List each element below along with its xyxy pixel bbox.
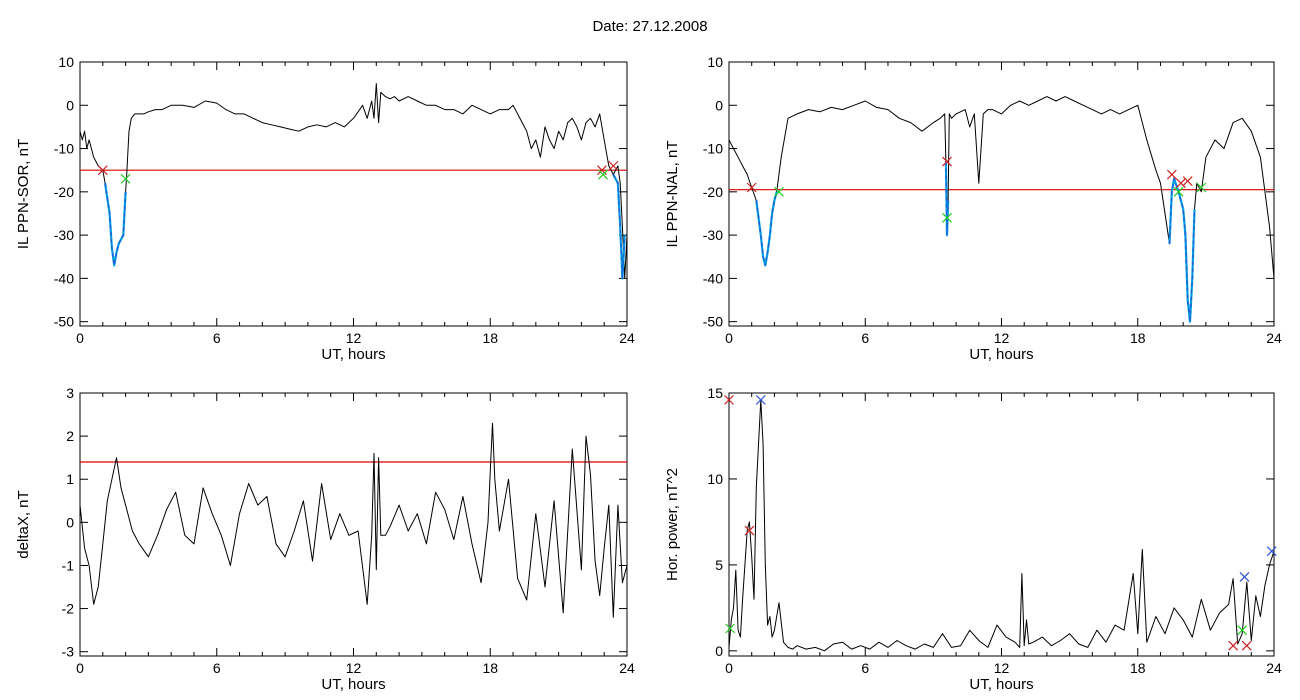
- y-axis-label: deltaX, nT: [15, 490, 32, 558]
- y-tick-label: -50: [54, 314, 74, 330]
- panel-il-ppn-nal: 0 6 12 18 24 -50 -40 -30 -20 -10 0 10 UT, hours IL PP…: [664, 54, 1282, 363]
- y-axis-label: IL PPN-SOR, nT: [15, 139, 32, 249]
- y-tick-label: -20: [703, 184, 723, 200]
- x-tick-label: 12: [994, 330, 1010, 346]
- y-tick-label: 1: [66, 471, 74, 487]
- y-tick-label: 10: [58, 54, 74, 70]
- plot-frame: [79, 392, 628, 657]
- x-tick-label: 0: [725, 660, 733, 676]
- x-tick-label: 6: [213, 330, 221, 346]
- y-tick-label: 0: [715, 97, 723, 113]
- event-marker: [746, 182, 757, 193]
- x-tick-label: 18: [482, 660, 498, 676]
- event-marker: [1175, 178, 1186, 189]
- x-tick-label: 18: [1130, 660, 1146, 676]
- event-marker: [942, 212, 952, 223]
- event-marker: [1196, 182, 1207, 193]
- y-axis-label: IL PPN-NAL, nT: [664, 141, 681, 248]
- event-marker: [725, 623, 736, 634]
- event-marker: [1228, 640, 1239, 651]
- highlight-segment: [104, 183, 127, 267]
- x-axis-label: UT, hours: [321, 346, 385, 363]
- event-marker: [774, 186, 784, 197]
- panel-il-ppn-sor: 0 6 12 18 24 -50 -40 -30 -20 -10 0 10 UT, hours IL PP…: [15, 54, 635, 363]
- x-tick-label: 0: [76, 330, 84, 346]
- x-tick-label: 12: [994, 660, 1010, 676]
- panel-hor-power: 0 6 12 18 24 0 5 10 15 UT, hours Hor. power, nT^2: [664, 385, 1282, 693]
- series-line: [80, 422, 627, 618]
- y-axis-label: Hor. power, nT^2: [664, 468, 681, 581]
- x-tick-label: 24: [619, 330, 635, 346]
- x-tick-label: 6: [861, 330, 869, 346]
- y-tick-label: 0: [66, 514, 74, 530]
- x-tick-label: 18: [482, 330, 498, 346]
- y-tick-label: -2: [62, 601, 75, 617]
- highlight-segment-dash: [1168, 176, 1196, 322]
- y-tick-label: 3: [66, 385, 74, 401]
- series-line: [729, 399, 1274, 652]
- x-tick-label: 12: [346, 330, 362, 346]
- event-marker: [97, 165, 108, 176]
- highlight-segment-dash: [612, 174, 626, 279]
- event-marker: [942, 156, 952, 167]
- y-tick-label: -1: [62, 557, 75, 573]
- event-marker: [1241, 640, 1252, 651]
- x-tick-label: 24: [1266, 660, 1282, 676]
- figure-title: Date: 27.12.2008: [592, 18, 708, 35]
- event-marker: [1237, 625, 1248, 636]
- x-axis-label: UT, hours: [321, 676, 385, 693]
- event-marker: [1239, 572, 1250, 582]
- y-tick-label: 2: [66, 428, 74, 444]
- event-marker: [1166, 169, 1177, 180]
- x-tick-label: 6: [213, 660, 221, 676]
- event-marker: [1173, 186, 1184, 197]
- x-tick-label: 0: [76, 660, 84, 676]
- event-marker: [1266, 546, 1277, 557]
- x-tick-label: 6: [861, 660, 869, 676]
- plot-frame: [728, 392, 1275, 657]
- highlight-segment-dash: [945, 161, 949, 236]
- x-tick-label: 18: [1130, 330, 1146, 346]
- plot-frame: [79, 61, 628, 327]
- highlight-segment-dash: [104, 183, 127, 266]
- y-tick-label: 5: [715, 557, 723, 573]
- y-tick-label: 15: [707, 385, 723, 401]
- y-tick-label: 10: [707, 471, 723, 487]
- y-tick-label: 0: [66, 97, 74, 113]
- x-tick-label: 24: [1266, 330, 1282, 346]
- event-marker: [598, 169, 608, 180]
- x-axis-label: UT, hours: [969, 676, 1033, 693]
- event-marker: [1182, 176, 1193, 186]
- y-tick-label: -10: [703, 141, 723, 157]
- event-marker: [744, 525, 755, 536]
- event-marker: [608, 160, 619, 171]
- y-tick-label: 0: [715, 643, 723, 659]
- x-tick-label: 0: [725, 330, 733, 346]
- event-marker: [120, 173, 131, 184]
- y-tick-label: -30: [703, 227, 723, 243]
- series-line: [80, 83, 627, 279]
- y-tick-label: -40: [54, 270, 74, 286]
- x-tick-label: 24: [619, 660, 635, 676]
- y-tick-label: 10: [707, 54, 723, 70]
- y-tick-label: -20: [54, 184, 74, 200]
- y-tick-label: -40: [703, 270, 723, 286]
- y-tick-label: -3: [62, 644, 75, 660]
- y-tick-label: -10: [54, 141, 74, 157]
- highlight-segment-dash: [755, 191, 778, 266]
- event-marker: [724, 394, 734, 405]
- x-axis-label: UT, hours: [969, 346, 1033, 363]
- event-marker: [755, 394, 766, 405]
- y-tick-label: -30: [54, 227, 74, 243]
- x-tick-label: 12: [346, 660, 362, 676]
- y-tick-label: -50: [703, 314, 723, 330]
